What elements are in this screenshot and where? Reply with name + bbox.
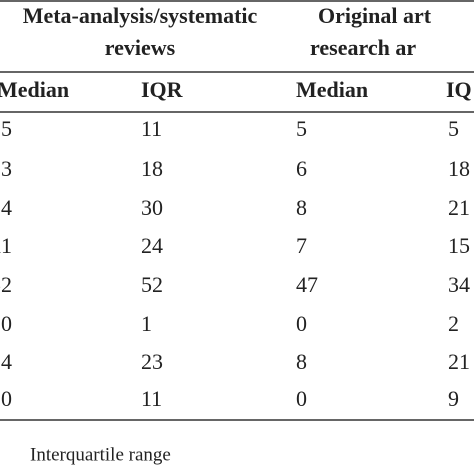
cell: 5 <box>448 116 459 141</box>
cell: 11 <box>0 233 12 258</box>
cell: 8 <box>296 195 307 220</box>
cell: 0 <box>1 311 12 336</box>
cell: 14 <box>0 349 12 374</box>
cell: 34 <box>448 272 470 297</box>
cell: 15 <box>448 233 470 258</box>
cell: 5 <box>296 116 307 141</box>
cell: 0 <box>296 311 307 336</box>
footnote: Interquartile range <box>30 444 171 465</box>
column-header: Median <box>0 77 69 102</box>
cell: 52 <box>141 272 163 297</box>
cell: 21 <box>448 349 470 374</box>
cell: 47 <box>296 272 318 297</box>
cell: 2 <box>448 311 459 336</box>
group-header: research ar <box>310 35 416 60</box>
column-header: Median <box>296 77 368 102</box>
group-header: Original art <box>318 3 432 28</box>
cell: 13 <box>0 156 12 181</box>
cell: 5 <box>1 116 12 141</box>
cell: 30 <box>141 195 163 220</box>
cell: 11 <box>141 386 162 411</box>
cell: 1 <box>141 311 152 336</box>
cell: 21 <box>448 195 470 220</box>
cell: 8 <box>296 349 307 374</box>
cell: 18 <box>141 156 163 181</box>
cell: 0 <box>296 386 307 411</box>
cell: 52 <box>0 272 12 297</box>
column-header: IQ <box>446 77 472 102</box>
cell: 18 <box>448 156 470 181</box>
cell: 7 <box>296 233 307 258</box>
cell: 14 <box>0 195 12 220</box>
cell: 6 <box>296 156 307 181</box>
cell: 0 <box>1 386 12 411</box>
column-header: IQR <box>141 77 184 102</box>
cell: 24 <box>141 233 163 258</box>
cell: 23 <box>141 349 163 374</box>
group-header: Meta-analysis/systematic <box>23 3 258 28</box>
group-header: reviews <box>105 35 176 60</box>
cell: 11 <box>141 116 162 141</box>
cell: 9 <box>448 386 459 411</box>
